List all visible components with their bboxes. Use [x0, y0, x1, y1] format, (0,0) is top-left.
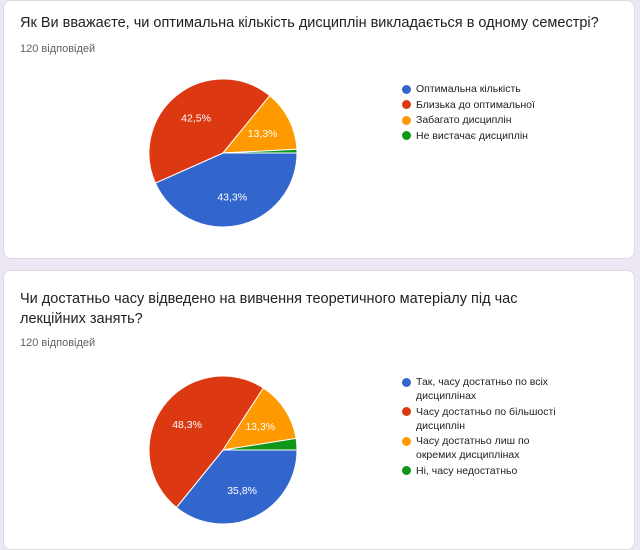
- pie-slice: [148, 375, 265, 509]
- legend-label: Оптимальна кількість: [416, 83, 521, 95]
- legend-item: Часу достатньо лиш по окремих дисципліна…: [402, 434, 567, 462]
- slice-label: 48,3%: [172, 419, 202, 431]
- legend-dot-icon: [402, 131, 411, 140]
- question-card-1: Як Ви вважаєте, чи оптимальна кількість …: [3, 0, 635, 259]
- pie-slice: [222, 437, 298, 451]
- legend-dot-icon: [402, 100, 411, 109]
- legend-item: Оптимальна кількість: [402, 82, 567, 96]
- legend-dot-icon: [402, 466, 411, 475]
- response-count: 120 відповідей: [20, 337, 96, 349]
- question-title: Чи достатньо часу відведено на вивчення …: [20, 291, 518, 327]
- legend-label: Так, часу достатньо по всіх дисциплінах: [416, 376, 549, 402]
- legend-dot-icon: [402, 407, 411, 416]
- legend-label: Часу достатньо лиш по окремих дисципліна…: [416, 435, 530, 461]
- slice-label: 13,3%: [245, 421, 275, 433]
- legend-item: Ні, часу недостатньо: [402, 464, 567, 478]
- legend-label: Близька до оптимальної: [416, 98, 535, 111]
- response-count: 120 відповідей: [20, 43, 96, 55]
- chart-legend: Так, часу достатньо по всіх дисциплінах Ч…: [402, 375, 567, 479]
- legend-item: Так, часу достатньо по всіх дисциплінах: [402, 375, 567, 403]
- slice-label: 13,3%: [248, 128, 278, 140]
- pie-chart: 35,8% 48,3% 13,3%: [148, 375, 298, 525]
- slice-label: 43,3%: [217, 191, 247, 203]
- slice-label: 35,8%: [227, 485, 257, 497]
- question-card-2: Чи достатньо часу відведено на вивчення …: [3, 270, 635, 550]
- legend-label: Забагато дисциплін: [416, 114, 512, 126]
- legend-item: Забагато дисциплін: [402, 113, 567, 127]
- legend-label: Ні, часу недостатньо: [416, 464, 518, 477]
- legend-dot-icon: [402, 436, 411, 446]
- legend-label: Часу достатньо по більшості дисциплін: [416, 405, 556, 432]
- legend-dot-icon: [402, 377, 411, 387]
- chart-legend: Оптимальна кількість Близька до оптимальн…: [402, 82, 567, 144]
- pie-slice: [221, 94, 298, 154]
- legend-item: Часу достатньо по більшості дисциплін: [402, 405, 567, 433]
- question-title: Як Ви вважаєте, чи оптимальна кількість …: [20, 15, 599, 31]
- slice-label: 42,5%: [181, 113, 211, 125]
- pie-chart: 43,3% 42,5% 13,3%: [148, 78, 298, 228]
- pie-slice: [222, 148, 298, 154]
- legend-item: Близька до оптимальної: [402, 98, 567, 112]
- pie-slice: [175, 449, 298, 525]
- legend-item: Не вистачає дисциплін: [402, 129, 567, 143]
- pie-slice: [221, 387, 297, 451]
- pie-slice: [154, 152, 298, 228]
- legend-dot-icon: [402, 115, 411, 125]
- legend-dot-icon: [402, 84, 411, 94]
- pie-slice: [148, 78, 271, 184]
- legend-label: Не вистачає дисциплін: [416, 129, 528, 142]
